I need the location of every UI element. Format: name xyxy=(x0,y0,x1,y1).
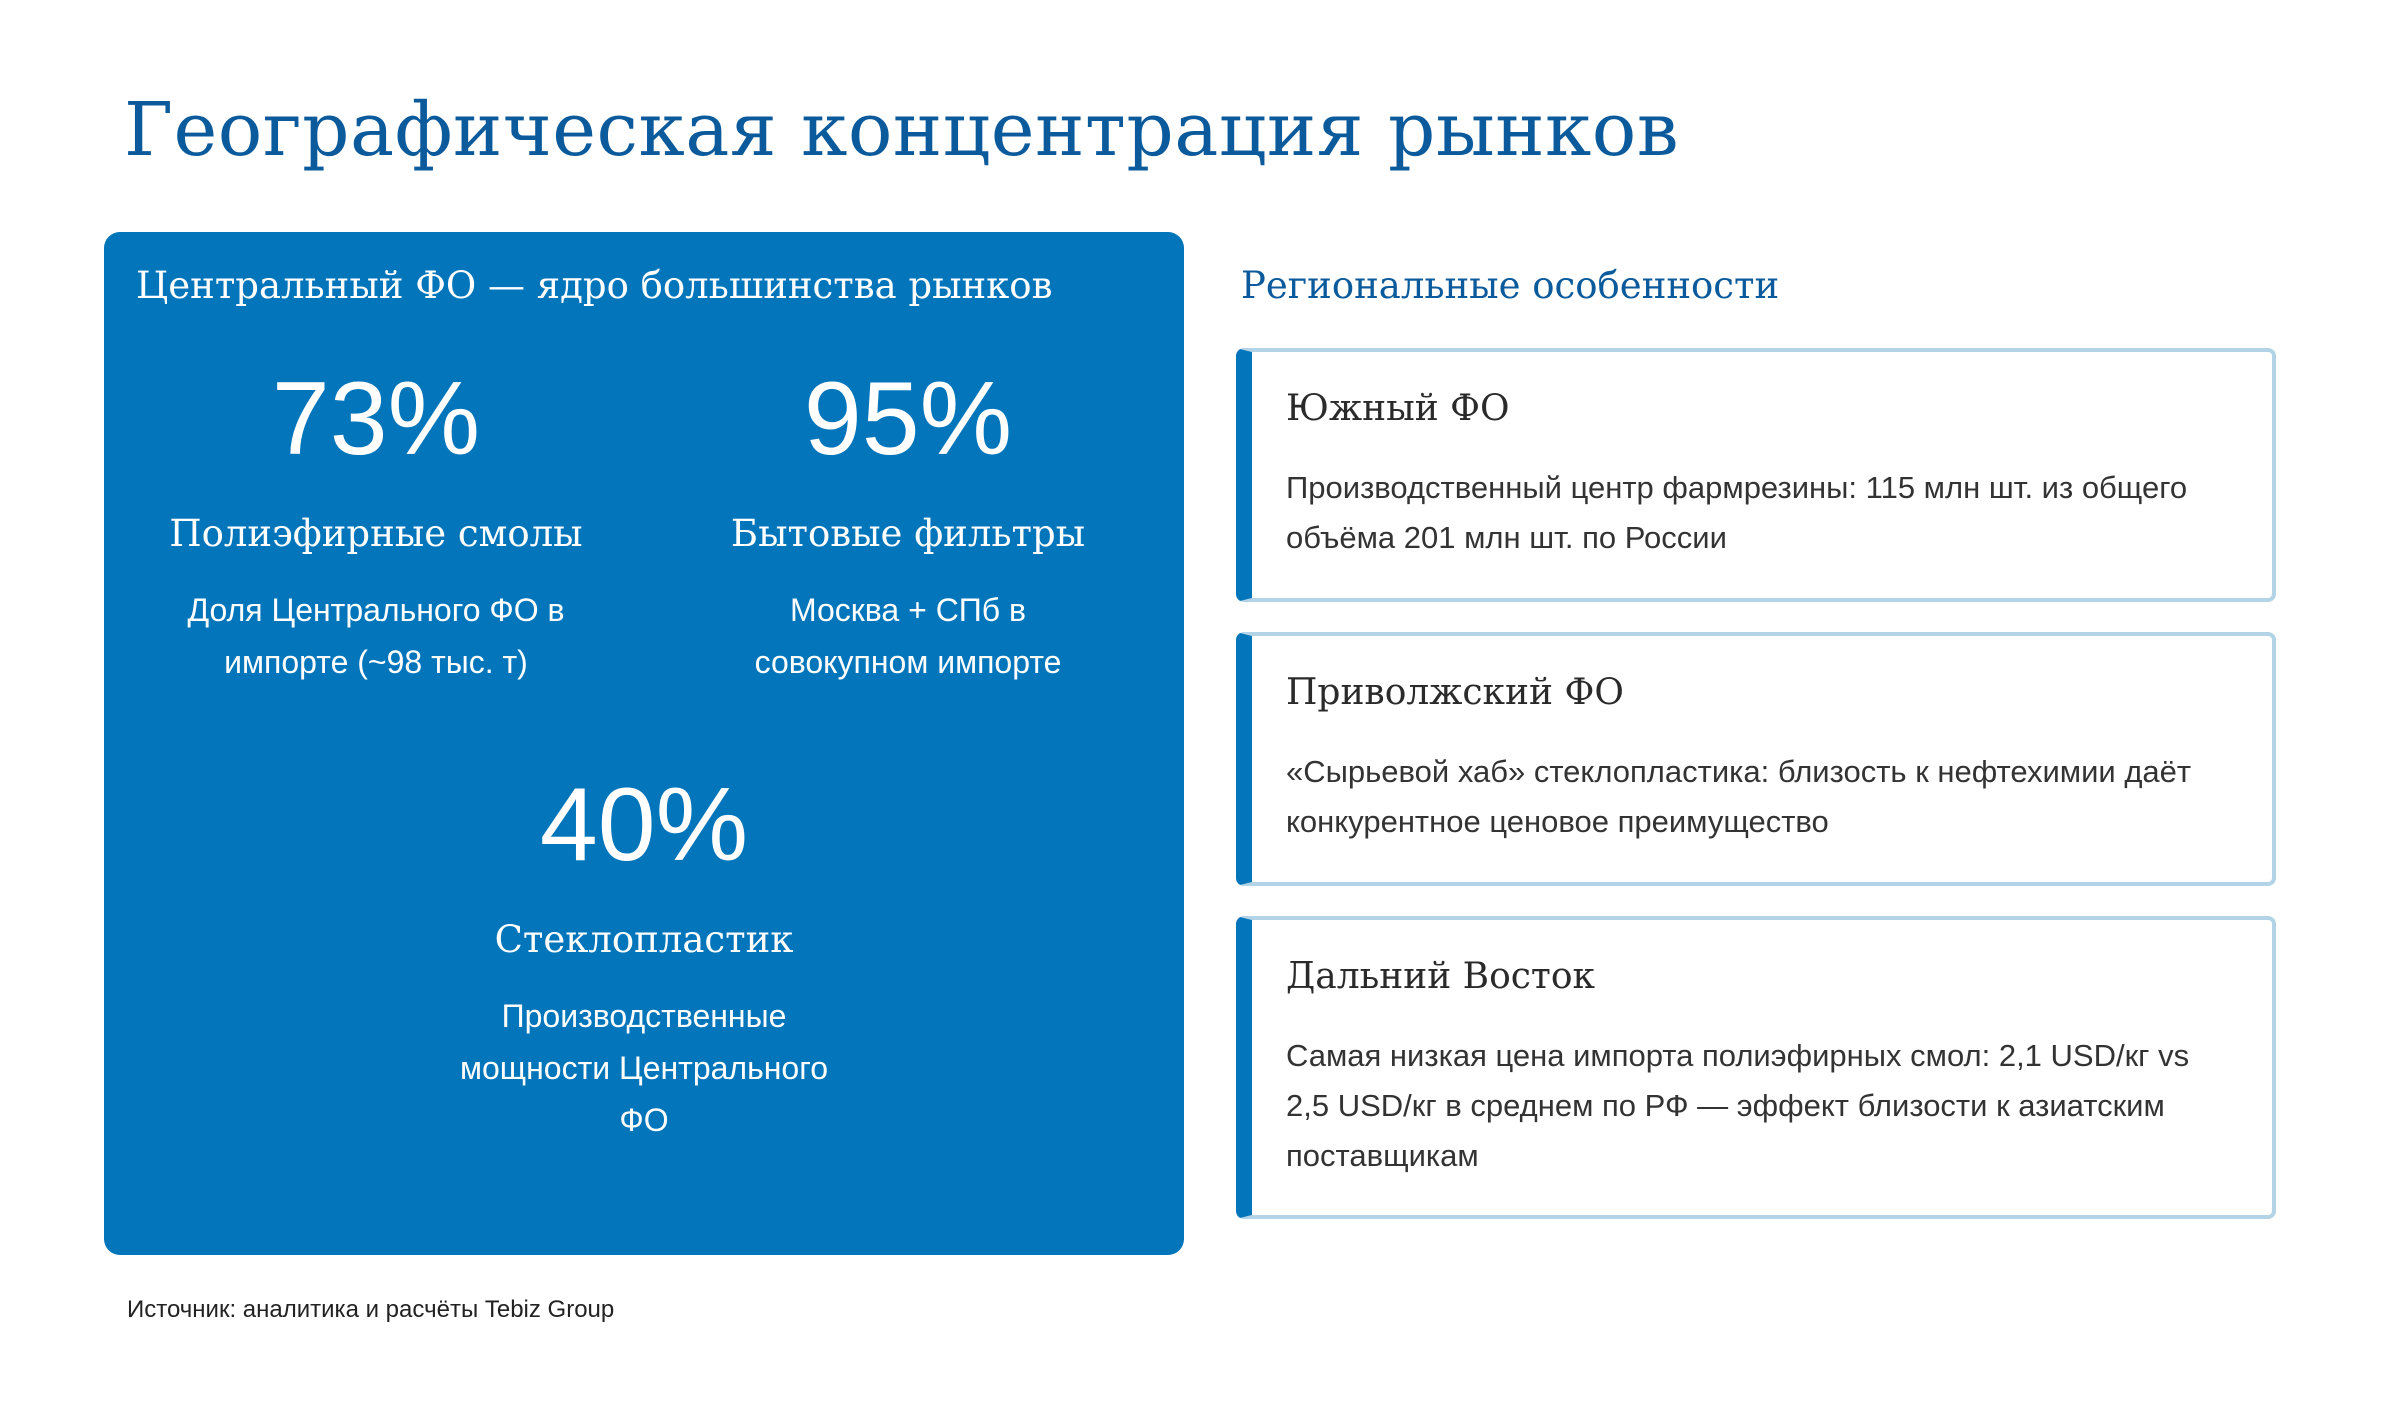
stat-label: Стеклопластик xyxy=(494,918,794,962)
regional-features-heading: Региональные особенности xyxy=(1241,264,1780,307)
stat-value: 95% xyxy=(803,361,1013,477)
stat-label: Бытовые фильтры xyxy=(730,512,1086,556)
stat-fiberglass: 40% Стеклопластик Производственные мощно… xyxy=(404,768,884,1146)
card-title: Южный ФО xyxy=(1286,388,1510,429)
region-card-south: Южный ФО Производственный центр фармрези… xyxy=(1236,348,2276,602)
stat-description: Доля Центрального ФО в импорте (~98 тыс.… xyxy=(187,592,565,681)
stat-description: Производственные мощности Центрального Ф… xyxy=(460,998,828,1139)
card-title: Дальний Восток xyxy=(1286,956,1596,997)
stat-description: Москва + СПб в совокупном импорте xyxy=(754,592,1062,681)
region-card-volga: Приволжский ФО «Сырьевой хаб» стеклоплас… xyxy=(1236,632,2276,886)
card-body: Производственный центр фармрезины: 115 м… xyxy=(1286,469,2188,555)
region-card-far-east: Дальний Восток Самая низкая цена импорта… xyxy=(1236,916,2276,1219)
stat-value: 40% xyxy=(539,767,749,883)
card-body: Самая низкая цена импорта полиэфирных см… xyxy=(1286,1037,2190,1173)
source-footnote: Источник: аналитика и расчёты Tebiz Grou… xyxy=(127,1296,615,1323)
panel-heading: Центральный ФО — ядро большинства рынков xyxy=(136,264,1053,307)
stat-value: 73% xyxy=(271,361,481,477)
stat-polyester-resins: 73% Полиэфирные смолы Доля Центрального … xyxy=(136,362,616,688)
stat-household-filters: 95% Бытовые фильтры Москва + СПб в совок… xyxy=(668,362,1148,688)
page-title: Географическая концентрация рынков xyxy=(124,87,1679,173)
card-body: «Сырьевой хаб» стеклопластика: близость … xyxy=(1286,753,2192,839)
central-fo-panel: Центральный ФО — ядро большинства рынков… xyxy=(104,232,1184,1255)
card-title: Приволжский ФО xyxy=(1286,672,1624,713)
stat-label: Полиэфирные смолы xyxy=(169,512,583,556)
